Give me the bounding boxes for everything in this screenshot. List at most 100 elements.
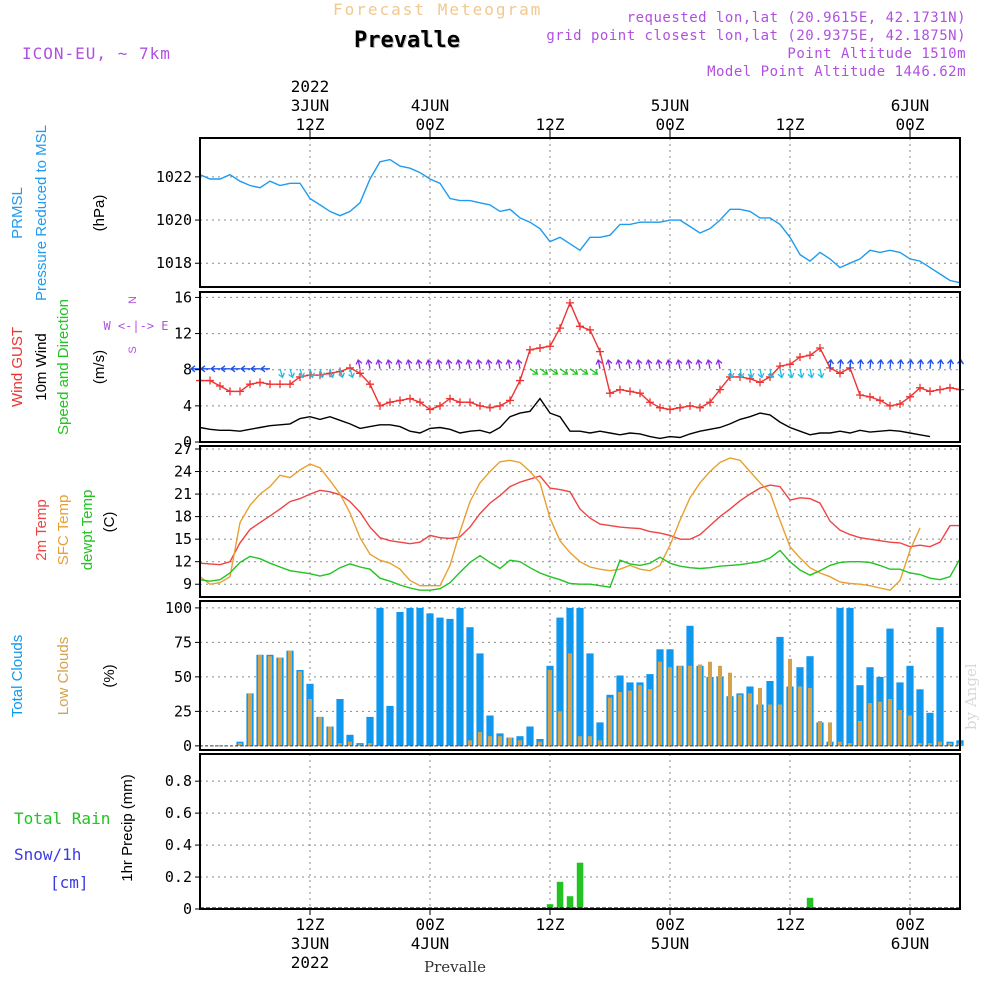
bottom-time-label: 00Z <box>656 915 685 934</box>
wind-unit-label: (m/s) <box>91 350 108 384</box>
low-cloud-bar <box>768 704 772 746</box>
wind-gust-marker <box>496 401 504 410</box>
wind-gust-marker <box>926 387 934 396</box>
low-cloud-bar <box>278 657 282 746</box>
wind-direction-arrow <box>705 358 713 369</box>
wind-direction-arrow <box>767 368 775 379</box>
top-time-label: 2022 <box>291 77 330 96</box>
wind-direction-arrow <box>887 358 895 369</box>
wind-gust-marker <box>456 398 464 407</box>
wind-gust-marker <box>876 396 884 405</box>
bottom-time-label: 2022 <box>291 953 330 972</box>
wind-gust-marker <box>646 398 654 407</box>
wind-gust-marker <box>786 360 794 369</box>
low-cloud-bar <box>628 690 632 746</box>
wind-direction-arrow <box>209 365 220 373</box>
temperature-series-sfc_temp <box>199 457 921 591</box>
low-cloud-bar <box>708 661 712 746</box>
temp-unit-label: (C) <box>101 512 118 533</box>
wind-gust-marker <box>516 376 524 385</box>
wind-direction-arrow <box>675 358 683 369</box>
precip-ytick-label: 0 <box>183 900 192 918</box>
low-cloud-bar <box>548 670 552 746</box>
pressure-ytick-label: 1022 <box>156 168 192 186</box>
wind-gust-marker <box>536 344 544 353</box>
precip-ytick-label: 0.4 <box>165 836 192 854</box>
bottom-time-label: 12Z <box>536 915 565 934</box>
wind-gust-marker <box>696 403 704 412</box>
sfc-temp-label: SFC Temp <box>55 495 72 566</box>
low-cloud-bar <box>838 741 842 746</box>
wind-direction-arrow <box>529 368 539 375</box>
low-cloud-bar <box>758 687 762 746</box>
bottom-time-label: 4JUN <box>411 934 450 953</box>
wind-direction-arrow <box>857 358 865 369</box>
wind-direction-arrow <box>308 368 315 379</box>
low-cloud-bar <box>868 703 872 746</box>
low-cloud-bar <box>248 693 252 746</box>
wind-gust-marker <box>676 403 684 412</box>
low-cloud-bar <box>568 653 572 746</box>
point-altitude: Point Altitude 1510m <box>787 46 966 62</box>
wind-gust-marker <box>836 369 844 378</box>
wind-gust-marker <box>556 324 564 333</box>
wind-direction-arrow <box>867 358 875 369</box>
low-cloud-bar <box>588 736 592 746</box>
low-cloud-bar <box>908 715 912 746</box>
dewpt-label: dewpt Temp <box>79 490 96 571</box>
bottom-time-label: 00Z <box>416 915 445 934</box>
low-cloud-bar <box>748 693 752 746</box>
temperature-ytick-label: 18 <box>174 508 192 526</box>
total-cloud-bar <box>376 607 384 746</box>
wind-gust-label: Wind GUST <box>9 327 26 407</box>
total-cloud-bar <box>576 607 584 746</box>
wind-direction-arrow <box>365 358 373 369</box>
wind-direction-arrow <box>549 368 559 375</box>
wind-ytick-label: 8 <box>183 361 192 379</box>
top-time-label: 00Z <box>656 115 685 134</box>
temperature-ytick-label: 12 <box>174 553 192 571</box>
total-cloud-bar <box>366 716 374 746</box>
rain-legend-label: Total Rain <box>14 809 110 828</box>
wind-gust-marker <box>886 401 894 410</box>
total-cloud-bar <box>596 722 604 746</box>
low-cloud-bar <box>488 736 492 746</box>
bottom-time-label: 6JUN <box>891 934 930 953</box>
total-cloud-bar <box>446 618 454 746</box>
wind-ytick-label: 16 <box>174 288 192 306</box>
low-cloud-bar <box>358 744 362 746</box>
wind-gust-marker <box>226 387 234 396</box>
temperature-ytick-label: 24 <box>174 463 192 481</box>
total-cloud-bar <box>916 689 924 746</box>
wind-speed-direction-label: Speed and Direction <box>55 299 72 435</box>
wind-frame <box>199 291 961 443</box>
wind-direction-arrow <box>278 368 285 379</box>
low-cloud-bar <box>338 743 342 746</box>
low-cloud-bar <box>698 664 702 746</box>
low-cloud-bar <box>938 741 942 746</box>
wind-direction-arrow <box>589 368 599 375</box>
wind-gust-marker <box>396 396 404 405</box>
wind-gust-marker <box>666 405 674 414</box>
precip-ytick-label: 0.2 <box>165 868 192 886</box>
low-cloud-bar <box>878 701 882 746</box>
requested-coords: requested lon,lat (20.9615E, 42.1731N) <box>626 10 966 26</box>
low-cloud-bar <box>718 665 722 746</box>
total-cloud-bar <box>526 726 534 746</box>
top-time-label: 3JUN <box>291 96 330 115</box>
pressure-ytick-label: 1018 <box>156 254 192 272</box>
temperature-series-temp2m <box>199 475 960 566</box>
low-cloud-bar <box>888 699 892 746</box>
wind-gust-marker <box>686 401 694 410</box>
wind-direction-arrow <box>727 368 735 379</box>
pressure-series-pressure <box>199 158 961 284</box>
wind-gust-marker <box>246 380 254 389</box>
wind-gust-marker <box>906 392 914 401</box>
wind-gust-marker <box>336 367 344 376</box>
bottom-time-label: 12Z <box>776 915 805 934</box>
wind-gust-marker <box>466 398 474 407</box>
low-cloud-bar <box>318 716 322 746</box>
rain-bar <box>556 881 564 909</box>
temperature-ytick-label: 9 <box>183 575 192 593</box>
pressure-ytick-label: 1020 <box>156 211 192 229</box>
